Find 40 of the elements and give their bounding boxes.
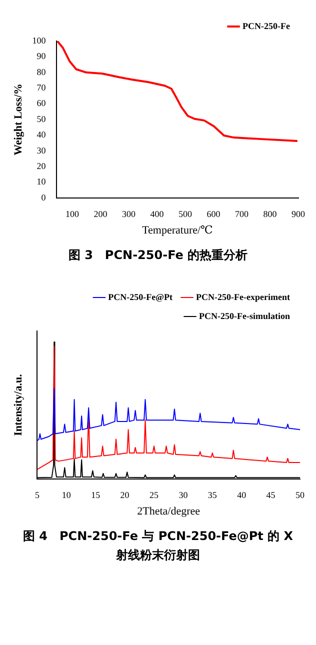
y-tick-label: 0	[41, 192, 46, 202]
x-tick-label: 40	[237, 490, 247, 500]
x-tick-label: 35	[208, 490, 218, 500]
x-tick-label: 5	[34, 490, 40, 500]
y-tick-label: 90	[36, 51, 46, 62]
y-tick-label: 70	[36, 82, 46, 92]
x-tick-label: 50	[296, 490, 305, 500]
y-tick-label: 100	[32, 35, 46, 46]
x-axis-title: 2Theta/degree	[137, 505, 200, 518]
legend-label: PCN-250-Fe	[242, 20, 290, 31]
y-tick-label: 80	[36, 66, 46, 77]
x-tick-label: 900	[292, 208, 306, 219]
x-tick-label: 800	[263, 208, 278, 219]
y-tick-label: 60	[36, 98, 46, 108]
x-tick-label: 600	[206, 208, 221, 219]
y-tick-label: 20	[36, 160, 46, 171]
caption: 图 3 PCN-250-Fe 的热重分析	[67, 247, 249, 264]
legend-label: PCN-250-Fe-experiment	[196, 292, 290, 302]
x-tick-label: 20	[120, 490, 130, 500]
x-tick-label: 200	[94, 208, 108, 219]
x-tick-label: 30	[178, 490, 188, 500]
caption: 图 4 PCN-250-Fe 与 PCN-250-Fe@Pt 的 X 射线粉末衍射图	[22, 528, 294, 564]
y-tick-label: 10	[36, 176, 46, 187]
legend-label: PCN-250-Fe@Pt	[108, 292, 173, 302]
x-tick-label: 500	[178, 208, 192, 219]
x-tick-label: 15	[91, 490, 101, 500]
y-axis-title: Weight Loss/%	[12, 84, 24, 156]
x-tick-label: 700	[234, 208, 249, 219]
x-tick-label: 100	[65, 208, 80, 219]
y-tick-label: 40	[36, 130, 46, 140]
x-tick-label: 45	[266, 490, 276, 500]
x-tick-label: 10	[62, 490, 72, 500]
y-tick-label: 30	[36, 145, 46, 156]
y-tick-label: 50	[36, 114, 46, 124]
x-axis-title: Temperature/℃	[142, 224, 213, 236]
x-tick-label: 25	[150, 490, 159, 500]
y-axis-title: Intensity/a.u.	[12, 374, 24, 436]
x-tick-label: 300	[122, 208, 136, 219]
legend-label: PCN-250-Fe-simulation	[199, 311, 290, 322]
x-tick-label: 400	[150, 208, 164, 219]
